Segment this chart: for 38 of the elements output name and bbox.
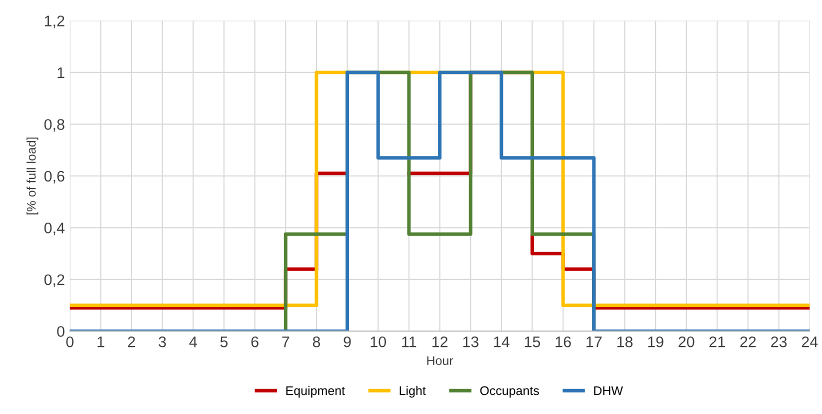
legend-label: DHW — [594, 386, 623, 395]
y-tick-label: 1 — [58, 67, 64, 78]
x-tick-label: 9 — [344, 336, 351, 348]
y-tick-label: 0,4 — [44, 222, 65, 236]
x-tick-label: 1 — [98, 336, 104, 348]
x-tick-label: 20 — [678, 336, 694, 348]
y-axis-title: [% of full load] — [26, 138, 38, 214]
x-tick-label: 11 — [402, 336, 416, 348]
y-tick-label: 0 — [57, 326, 64, 337]
x-tick-label: 7 — [282, 336, 290, 348]
y-tick-label: 0,2 — [44, 274, 64, 287]
y-tick-label: 0,6 — [44, 170, 64, 184]
legend-label: Light — [400, 386, 426, 398]
x-tick-label: 3 — [158, 336, 166, 348]
x-tick-label: 16 — [556, 336, 571, 348]
legend-label: Equipment — [286, 386, 345, 398]
x-tick-label: 0 — [66, 336, 74, 348]
x-tick-label: 22 — [740, 336, 756, 348]
x-tick-label: 14 — [494, 336, 510, 348]
x-tick-label: 6 — [251, 336, 258, 348]
x-tick-label: 12 — [432, 336, 448, 348]
legend-label: Occupants — [480, 386, 539, 398]
x-tick-label: 15 — [524, 336, 540, 348]
x-tick-label: 17 — [586, 336, 602, 348]
x-tick-label: 2 — [128, 336, 135, 348]
x-tick-label: 21 — [709, 336, 725, 348]
x-tick-label: 23 — [771, 336, 787, 348]
x-tick-label: 4 — [189, 336, 197, 348]
x-tick-label: 19 — [648, 336, 664, 348]
x-tick-label: 13 — [463, 336, 478, 348]
y-tick-label: 1,2 — [44, 16, 64, 28]
y-tick-label: 0,8 — [44, 119, 64, 132]
x-tick-label: 8 — [312, 336, 320, 348]
x-tick-label: 18 — [617, 336, 633, 348]
x-tick-label: 24 — [802, 336, 818, 348]
x-tick-label: 10 — [370, 336, 386, 348]
x-tick-label: 5 — [220, 336, 228, 348]
x-axis-title: Hour — [427, 356, 454, 366]
